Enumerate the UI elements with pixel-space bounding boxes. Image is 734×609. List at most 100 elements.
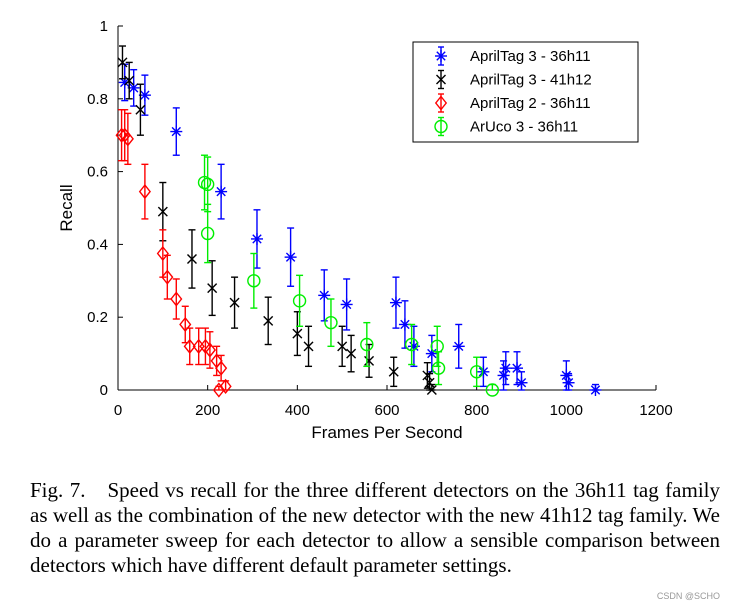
legend-entry: AprilTag 3 - 36h11 bbox=[435, 46, 591, 66]
data-point bbox=[210, 345, 223, 377]
marker-stroke bbox=[285, 252, 296, 262]
data-point bbox=[388, 356, 399, 388]
marker-shape bbox=[197, 175, 212, 190]
marker bbox=[200, 226, 215, 241]
marker bbox=[515, 376, 528, 389]
marker bbox=[200, 177, 215, 192]
marker bbox=[215, 185, 228, 198]
y-tick-label: 1 bbox=[100, 18, 108, 35]
data-point bbox=[138, 163, 151, 220]
marker-stroke bbox=[186, 253, 197, 264]
marker-stroke bbox=[388, 366, 399, 377]
marker-stroke bbox=[364, 355, 375, 366]
data-point bbox=[212, 382, 225, 398]
data-point bbox=[284, 227, 297, 287]
marker bbox=[124, 75, 135, 86]
marker-stroke bbox=[292, 328, 303, 339]
marker bbox=[197, 175, 212, 190]
marker bbox=[161, 269, 174, 285]
data-point bbox=[200, 156, 215, 213]
marker-stroke bbox=[436, 51, 446, 61]
y-tick-label: 0.6 bbox=[87, 164, 108, 181]
data-point bbox=[485, 383, 500, 397]
marker bbox=[422, 370, 433, 381]
marker bbox=[318, 289, 331, 302]
marker bbox=[324, 315, 338, 330]
marker-stroke bbox=[207, 283, 218, 294]
x-tick-label: 0 bbox=[114, 402, 122, 419]
marker-shape bbox=[247, 274, 261, 288]
marker bbox=[511, 362, 524, 375]
marker-stroke bbox=[135, 104, 146, 115]
legend-marker bbox=[434, 119, 448, 134]
marker-stroke bbox=[454, 341, 464, 352]
data-point bbox=[215, 354, 228, 382]
marker-shape bbox=[434, 119, 448, 134]
marker-shape bbox=[215, 360, 228, 376]
legend-marker bbox=[435, 50, 447, 62]
marker bbox=[404, 337, 419, 352]
marker bbox=[292, 294, 307, 308]
marker-shape bbox=[292, 294, 307, 308]
data-point bbox=[589, 383, 602, 396]
marker-shape bbox=[161, 269, 174, 285]
marker-stroke bbox=[341, 299, 352, 310]
data-point bbox=[562, 372, 575, 391]
caption-text: Speed vs recall for the three different … bbox=[30, 478, 720, 577]
x-tick-label: 800 bbox=[464, 402, 489, 419]
data-point bbox=[183, 327, 196, 366]
y-axis-label: Recall bbox=[57, 184, 76, 231]
marker-shape bbox=[485, 383, 500, 397]
marker-shape bbox=[219, 378, 232, 394]
data-point bbox=[263, 296, 274, 346]
marker bbox=[250, 232, 263, 245]
marker-stroke bbox=[590, 385, 601, 395]
marker bbox=[135, 104, 146, 115]
marker-stroke bbox=[427, 348, 437, 359]
data-point bbox=[215, 163, 228, 220]
marker bbox=[485, 383, 500, 397]
data-point bbox=[477, 356, 490, 388]
marker-shape bbox=[203, 342, 217, 358]
marker-shape bbox=[360, 337, 374, 352]
marker-stroke bbox=[140, 90, 150, 100]
marker-stroke bbox=[516, 378, 527, 388]
marker-stroke bbox=[346, 348, 357, 359]
marker bbox=[389, 296, 402, 309]
data-point bbox=[199, 327, 212, 366]
data-point bbox=[404, 323, 419, 366]
x-tick-label: 400 bbox=[285, 402, 310, 419]
series-0 bbox=[118, 63, 602, 396]
marker-stroke bbox=[424, 377, 435, 388]
marker bbox=[229, 297, 240, 308]
marker-shape bbox=[434, 95, 448, 111]
legend-marker bbox=[436, 74, 446, 85]
speed-recall-chart: 0 200 400 600 800 1000 1200 0 0.2 0.4 0.6 0.8 1 Frame… bbox=[57, 18, 673, 442]
marker-shape bbox=[212, 382, 225, 398]
marker-shape bbox=[469, 365, 484, 379]
marker bbox=[589, 384, 602, 396]
x-tick-label: 1000 bbox=[550, 402, 583, 419]
marker bbox=[121, 131, 134, 147]
data-point bbox=[250, 209, 263, 269]
legend-label: AprilTag 2 - 36h11 bbox=[470, 95, 591, 112]
marker-stroke bbox=[263, 315, 274, 326]
marker-shape bbox=[183, 338, 196, 354]
marker bbox=[212, 382, 225, 398]
marker bbox=[424, 377, 435, 388]
marker-shape bbox=[121, 131, 134, 147]
legend-entry: AprilTag 2 - 36h11 bbox=[434, 93, 591, 113]
data-point bbox=[124, 61, 135, 100]
data-point bbox=[117, 45, 128, 80]
marker bbox=[207, 283, 218, 294]
data-point bbox=[452, 323, 465, 369]
marker bbox=[469, 365, 484, 379]
data-point bbox=[515, 371, 528, 391]
marker-stroke bbox=[422, 370, 433, 381]
marker bbox=[303, 341, 314, 352]
marker bbox=[477, 365, 490, 378]
marker-stroke bbox=[436, 74, 446, 85]
data-point bbox=[292, 274, 307, 327]
marker-stroke bbox=[561, 370, 572, 381]
marker-shape bbox=[324, 315, 338, 330]
